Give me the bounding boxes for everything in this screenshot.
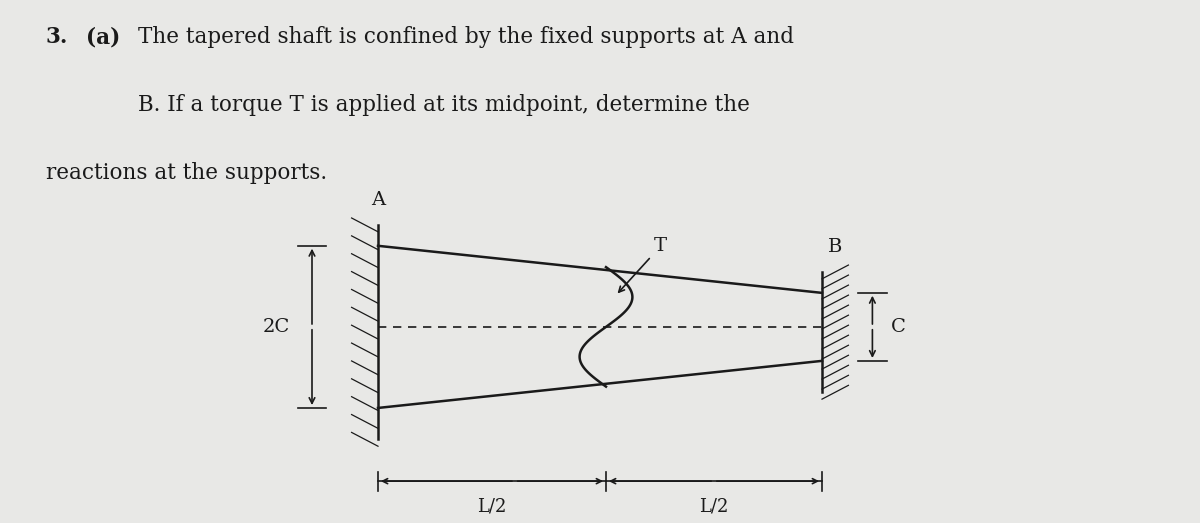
Text: B. If a torque T is applied at its midpoint, determine the: B. If a torque T is applied at its midpo… (138, 94, 750, 116)
Text: L/2: L/2 (478, 498, 506, 516)
Text: B: B (828, 238, 842, 256)
Text: L/2: L/2 (700, 498, 728, 516)
Text: T: T (619, 237, 667, 292)
Text: The tapered shaft is confined by the fixed supports at A and: The tapered shaft is confined by the fix… (138, 26, 794, 48)
Text: (a): (a) (86, 26, 121, 48)
Text: A: A (371, 191, 385, 209)
Text: reactions at the supports.: reactions at the supports. (46, 162, 326, 184)
Text: 2C: 2C (263, 318, 290, 336)
Text: C: C (890, 318, 905, 336)
Text: 3.: 3. (46, 26, 68, 48)
